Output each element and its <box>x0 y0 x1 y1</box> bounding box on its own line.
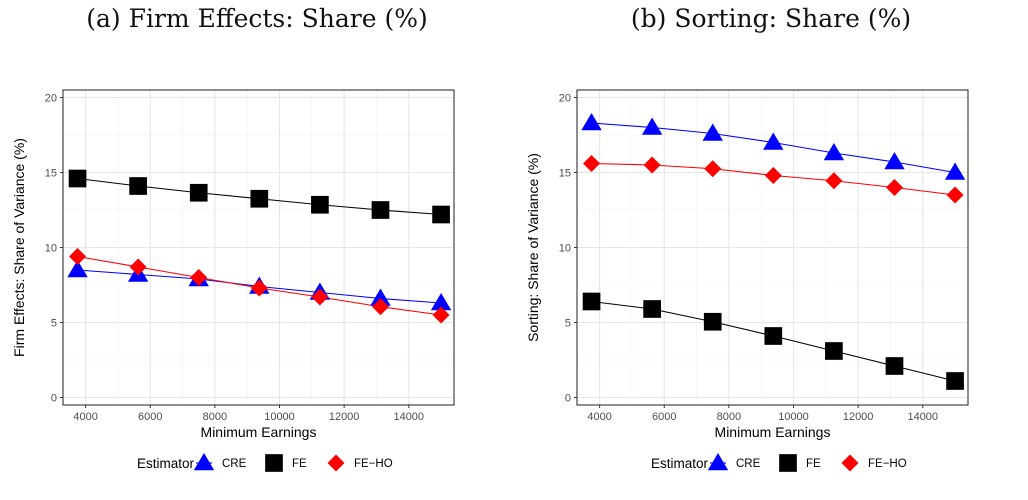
legend-title: Estimator <box>137 456 195 471</box>
x-tick-label: 14000 <box>393 411 424 423</box>
x-tick-label: 8000 <box>717 411 741 423</box>
data-point <box>129 177 147 195</box>
x-tick-label: 10000 <box>264 411 295 423</box>
legend-key-marker <box>193 452 215 471</box>
data-point <box>825 342 843 360</box>
data-point <box>823 142 845 161</box>
data-point <box>582 292 601 311</box>
x-tick-label: 4000 <box>587 411 611 423</box>
data-point <box>704 160 722 178</box>
legend-item-cre: CRE <box>707 452 761 471</box>
series-points-fe <box>68 169 450 224</box>
legend-key-marker <box>841 454 859 472</box>
legend-key-marker <box>265 454 283 472</box>
y-tick-label: 15 <box>45 168 57 180</box>
y-tick-label: 5 <box>51 318 57 330</box>
data-point <box>946 186 964 204</box>
x-tick-label: 14000 <box>907 411 938 423</box>
series-points-fe-ho <box>69 248 450 324</box>
legend: Estimator CRE FE FE−HO <box>651 452 907 472</box>
data-point <box>432 205 450 224</box>
legend-item-cre: CRE <box>193 452 247 471</box>
y-tick-label: 5 <box>565 318 571 330</box>
data-point <box>583 155 601 172</box>
y-tick-label: 15 <box>559 168 571 180</box>
legend-label: CRE <box>222 458 247 470</box>
x-tick-label: 12000 <box>843 411 874 423</box>
x-tick-label: 12000 <box>329 411 360 423</box>
x-tick-label: 4000 <box>73 411 97 423</box>
y-tick-label: 20 <box>45 93 57 105</box>
data-point <box>68 169 87 188</box>
legend-item-fe: FE <box>265 454 307 472</box>
legend-item-fe: FE <box>779 454 821 472</box>
data-point <box>764 167 782 184</box>
data-point <box>643 156 661 174</box>
data-point <box>581 112 602 131</box>
data-point <box>432 306 450 324</box>
series-points-fe <box>582 292 964 390</box>
y-tick-label: 0 <box>565 393 571 405</box>
sorting-chart: 4000 6000 8000 10000 12000 14000 0 5 10 15 20 Minim… <box>525 89 969 472</box>
panel-sorting: (b) Sorting: Share (%) 4000 6000 8000 10000… <box>514 0 1028 500</box>
data-point <box>371 298 389 316</box>
legend-label: FE <box>292 458 307 470</box>
x-tick-label: 8000 <box>203 411 227 423</box>
legend-label: FE−HO <box>868 458 907 470</box>
data-point <box>885 179 903 196</box>
y-axis-title: Sorting: Share of Variance (%) <box>525 153 541 342</box>
legend-key-marker <box>707 452 729 471</box>
y-tick-label: 10 <box>559 243 571 255</box>
x-tick-label: 10000 <box>778 411 809 423</box>
data-point <box>825 172 843 190</box>
x-tick-label: 6000 <box>138 411 162 423</box>
data-point <box>311 195 329 214</box>
data-point <box>702 123 723 141</box>
data-point <box>250 189 269 208</box>
data-point <box>311 288 329 306</box>
data-point <box>370 288 391 306</box>
series-points-fe-ho <box>583 155 964 204</box>
grid <box>577 90 968 405</box>
y-tick-label: 0 <box>51 393 57 405</box>
data-point <box>764 327 783 345</box>
legend-title: Estimator <box>651 456 709 471</box>
y-axis-title: Firm Effects: Share of Variance (%) <box>11 138 27 357</box>
data-point <box>250 279 268 297</box>
data-point <box>643 300 661 318</box>
data-point <box>189 183 208 202</box>
legend-item-fe-ho: FE−HO <box>327 454 393 472</box>
data-point <box>885 357 904 375</box>
panel-firm-effects: (a) Firm Effects: Share (%) 4000 6000 8000… <box>11 4 455 472</box>
legend-key-marker <box>327 454 345 472</box>
data-point <box>946 372 964 390</box>
firm-effects-chart: 4000 6000 8000 10000 12000 14000 0 5 10 15 20 Minim… <box>11 89 455 472</box>
data-point <box>371 201 390 219</box>
data-point <box>69 248 87 265</box>
legend-item-fe-ho: FE−HO <box>841 454 907 472</box>
legend-label: FE <box>806 458 821 470</box>
data-point <box>703 312 722 331</box>
series-points-cre <box>581 112 966 180</box>
x-axis-title: Minimum Earnings <box>715 424 831 440</box>
data-point <box>129 258 147 276</box>
data-point <box>944 162 966 180</box>
data-point <box>763 132 784 150</box>
data-point <box>190 269 208 286</box>
data-point <box>884 151 905 170</box>
x-tick-label: 6000 <box>652 411 676 423</box>
y-tick-label: 20 <box>559 93 571 105</box>
legend-label: CRE <box>736 458 761 470</box>
panel-title: (b) Sorting: Share (%) <box>630 4 912 33</box>
legend-key-marker <box>779 454 797 472</box>
x-axis-title: Minimum Earnings <box>201 424 317 440</box>
legend: Estimator CRE FE FE−HO <box>137 452 393 472</box>
legend-label: FE−HO <box>354 458 393 470</box>
panel-title: (a) Firm Effects: Share (%) <box>86 4 428 33</box>
y-tick-label: 10 <box>45 243 57 255</box>
data-point <box>430 292 452 311</box>
data-point <box>641 117 663 135</box>
data-point <box>67 259 88 278</box>
